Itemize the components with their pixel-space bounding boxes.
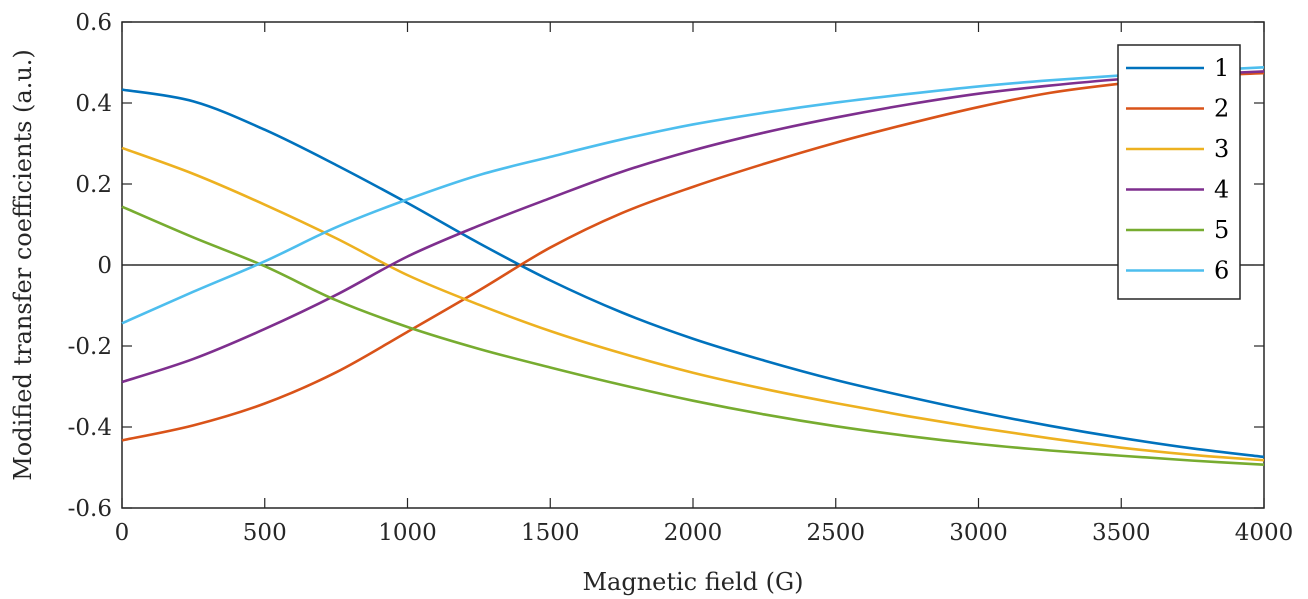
legend-label-4: 4: [1214, 176, 1229, 204]
series-line-3: [121, 146, 1265, 462]
tick-layer: 0 500 1000 1500 2000 2500 3000 3500 4000 -0.6 -0.4…: [68, 10, 1294, 546]
y-tick-label-5: 0.4: [75, 91, 112, 117]
x-tick-label-6: 3000: [949, 520, 1008, 546]
y-tick-label-2: -0.2: [68, 334, 112, 360]
legend-label-6: 6: [1214, 257, 1229, 285]
y-tick-label-6: 0.6: [75, 10, 112, 36]
x-tick-label-2: 1000: [378, 520, 437, 546]
x-tick-label-3: 1500: [521, 520, 580, 546]
x-tick-label-7: 3500: [1092, 520, 1151, 546]
legend-items: 1 2 3 4 5 6: [1126, 54, 1229, 285]
y-tick-label-4: 0.2: [75, 172, 112, 198]
legend-label-3: 3: [1214, 135, 1229, 163]
legend-label-5: 5: [1214, 216, 1229, 244]
series-line-5: [121, 205, 1265, 466]
y-tick-label-3: 0: [97, 253, 112, 279]
y-tick-label-1: -0.4: [68, 415, 112, 441]
series-line-2: [121, 71, 1265, 442]
x-tick-label-5: 2500: [806, 520, 865, 546]
legend-label-2: 2: [1214, 95, 1229, 123]
legend: 1 2 3 4 5 6: [1117, 44, 1241, 300]
x-tick-label-1: 500: [243, 520, 287, 546]
series-line-4: [121, 70, 1265, 384]
x-tick-label-4: 2000: [664, 520, 723, 546]
y-tick-label-0: -0.6: [68, 496, 112, 522]
series-line-1: [121, 88, 1265, 459]
x-tick-label-8: 4000: [1235, 520, 1294, 546]
x-axis-label: Magnetic field (G): [582, 568, 803, 596]
y-axis-label: Modified transfer coefficients (a.u.): [9, 49, 37, 481]
x-tick-label-0: 0: [115, 520, 130, 546]
series-line-6: [121, 66, 1265, 325]
series-layer: [121, 66, 1265, 466]
legend-box: [1117, 44, 1241, 300]
legend-label-1: 1: [1214, 54, 1229, 82]
